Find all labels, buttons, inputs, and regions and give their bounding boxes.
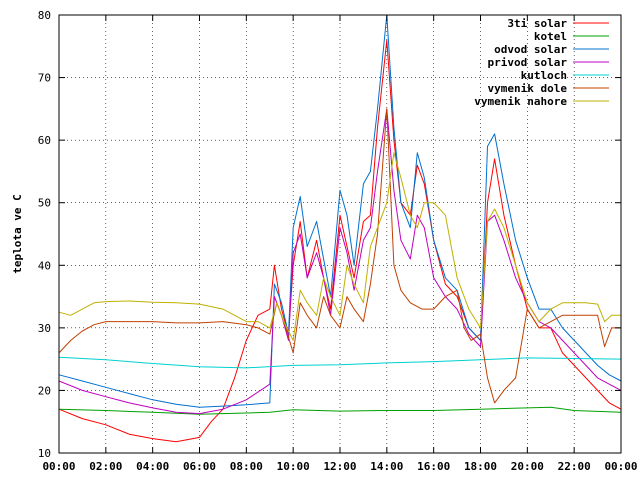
series-line-kotel [58,406,622,415]
x-tick-label: 20:00 [511,460,544,473]
y-axis-label: teplota ve C [11,194,24,273]
series-line-vymenik-dole [58,108,621,404]
legend-label-privod-solar: privod solar [488,56,568,69]
series-line-vymenik-nahore [58,152,621,341]
x-tick-label: 10:00 [277,460,310,473]
legend-label-vymenik-dole: vymenik dole [488,82,568,95]
x-tick-label: 12:00 [323,460,356,473]
legend-label-3ti-solar: 3ti solar [507,17,567,30]
y-tick-label: 70 [38,72,51,85]
x-tick-label: 04:00 [136,460,169,473]
y-tick-label: 50 [38,197,51,210]
x-tick-label: 08:00 [230,460,263,473]
legend-label-kotel: kotel [534,30,567,43]
legend-label-vymenik-nahore: vymenik nahore [474,95,567,108]
series-line-3ti-solar [58,39,622,443]
x-tick-label: 00:00 [604,460,637,473]
series-line-odvod-solar [58,14,622,408]
x-tick-label: 00:00 [42,460,75,473]
x-tick-label: 22:00 [558,460,591,473]
y-tick-label: 80 [38,9,51,22]
series-group [58,14,622,443]
y-tick-label: 30 [38,322,51,335]
series-line-kutloch [58,356,622,369]
x-tick-label: 16:00 [417,460,450,473]
y-tick-label: 20 [38,384,51,397]
x-axis-tick-labels: 00:00 02:00 04:00 06:00 08:00 10:00 12:00 14:00… [42,460,637,473]
y-tick-label: 10 [38,447,51,460]
legend-label-odvod-solar: odvod solar [494,43,567,56]
axis-ticks [58,14,622,454]
x-tick-label: 14:00 [370,460,403,473]
y-tick-label: 40 [38,259,51,272]
legend-label-kutloch: kutloch [521,69,567,82]
x-tick-label: 06:00 [183,460,216,473]
y-axis-tick-labels: 10 20 30 40 50 60 70 80 [38,9,51,460]
x-tick-label: 02:00 [89,460,122,473]
y-tick-label: 60 [38,134,51,147]
x-tick-label: 18:00 [464,460,497,473]
